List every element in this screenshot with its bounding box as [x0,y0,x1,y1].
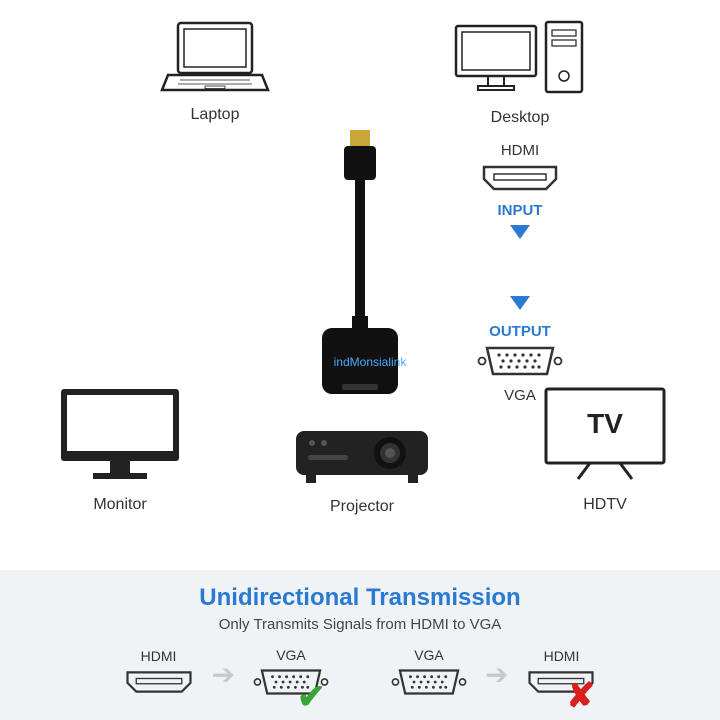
hdtv-device: TV HDTV [540,385,670,514]
output-label: OUTPUT [470,323,570,340]
flow-vga-1: VGA ✔ [253,647,329,702]
desktop-icon [450,18,590,98]
flow-label-1: HDMI [124,648,194,664]
hdmi-port-icon [480,163,560,193]
hdtv-label: HDTV [540,496,670,514]
projector-label: Projector [292,498,432,516]
desktop-label: Desktop [450,109,590,127]
flow-row: HDMI ➔ VGA ✔ VGA ➔ HDMI ✘ [0,647,720,702]
hdmi-port-label: HDMI [470,142,570,159]
tv-screen-text: TV [587,408,623,439]
arrow-right-icon: ➔ [212,658,235,691]
flow-label-4: HDMI [526,648,596,664]
adapter-device: indMonsialink [312,130,408,415]
cross-icon: ✘ [566,676,595,716]
monitor-device: Monitor [55,385,185,514]
lower-subtitle: Only Transmits Signals from HDMI to VGA [0,616,720,633]
vga-port-icon [477,344,563,378]
output-arrow-icon [510,296,530,310]
laptop-device: Laptop [160,20,270,124]
projector-device: Projector [292,425,432,516]
arrow-right-icon: ➔ [485,658,508,691]
projector-icon [292,425,432,487]
monitor-icon [55,385,185,485]
flow-hdmi-1: HDMI [124,648,194,701]
flow-label-2: VGA [253,647,329,663]
flow-label-3: VGA [391,647,467,663]
input-label: INPUT [470,202,570,219]
hdmi-port-icon [124,668,194,696]
desktop-device: Desktop [450,18,590,127]
monitor-label: Monitor [55,496,185,514]
vga-port-icon [391,667,467,697]
input-arrow-icon [510,225,530,239]
hdtv-icon: TV [540,385,670,485]
lower-title: Unidirectional Transmission [0,584,720,612]
laptop-icon [160,20,270,95]
check-icon: ✔ [297,677,326,717]
lower-banner: Unidirectional Transmission Only Transmi… [0,570,720,720]
hdmi-input-group: HDMI INPUT [470,142,570,244]
flow-hdmi-2: HDMI ✘ [526,648,596,701]
adapter-brand-text: indMonsialink [330,355,410,369]
flow-vga-2: VGA [391,647,467,702]
laptop-label: Laptop [160,106,270,124]
